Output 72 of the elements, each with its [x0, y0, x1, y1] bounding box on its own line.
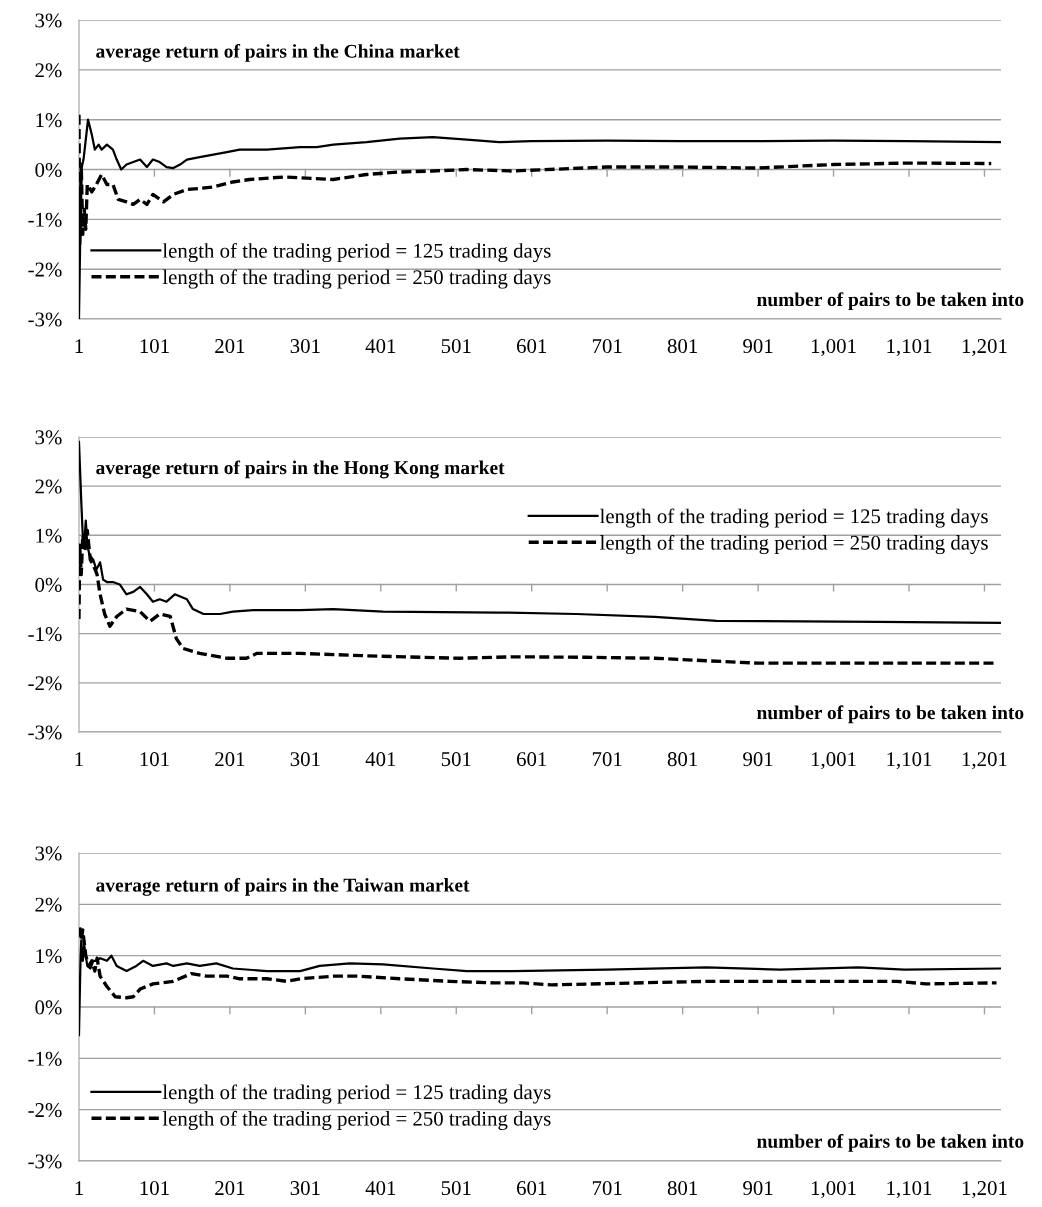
legend-label: length of the trading period = 250 trading days: [599, 534, 988, 555]
y-tick-label: 1%: [36, 528, 62, 543]
x-tick-label: 701: [592, 752, 622, 767]
y-tick-label: -3%: [28, 725, 62, 740]
y-tick-label: 3%: [35, 13, 62, 28]
y-tick-label: -2%: [28, 262, 62, 277]
x-tick-label: 301: [290, 339, 320, 354]
x-tick-label: 401: [365, 752, 396, 767]
x-tick-label: 1,201: [962, 339, 1007, 357]
x-tick-label: 701: [592, 339, 622, 354]
x-tick-label: 1: [75, 1181, 83, 1195]
x-axis-title: number of pairs to be taken into: [757, 1133, 1024, 1152]
legend-label: length of the trading period = 250 trading days: [162, 1110, 551, 1131]
x-tick-label: 201: [215, 1181, 245, 1196]
x-tick-label: 201: [215, 339, 245, 354]
y-tick-label: 1%: [36, 113, 62, 128]
y-tick-label: 2%: [35, 63, 62, 78]
x-tick-label: 1,001: [811, 339, 856, 357]
x-tick-label: 901: [743, 752, 773, 767]
text: average return of pairs in the Hong Kong market: [96, 460, 505, 479]
y-tick-label: -1%: [28, 212, 62, 227]
x-tick-label: 501: [441, 339, 471, 354]
x-tick-label: 601: [516, 752, 547, 767]
x-tick-label: 1,201: [962, 752, 1007, 770]
x-tick-label: 101: [140, 1181, 169, 1196]
y-tick-label: 3%: [35, 430, 62, 445]
x-axis-title: number of pairs to be taken into: [757, 292, 1024, 311]
x-tick-label: 1,101: [887, 1181, 932, 1199]
legend-label: length of the trading period = 125 trading days: [162, 242, 551, 263]
legend-label: length of the trading period = 125 trading days: [599, 508, 988, 528]
legend-label: length of the trading period = 250 trading days: [162, 269, 551, 289]
x-tick-label: 401: [365, 339, 396, 354]
x-tick-label: 601: [516, 1181, 547, 1196]
x-tick-label: 701: [592, 1181, 622, 1196]
y-tick-label: -2%: [28, 1103, 62, 1118]
x-tick-label: 601: [516, 339, 547, 354]
y-tick-label: 0%: [35, 162, 62, 178]
y-tick-label: -3%: [28, 312, 62, 327]
y-tick-label: -2%: [28, 676, 62, 691]
x-axis-title: number of pairs to be taken into: [757, 705, 1024, 724]
x-tick-label: 1,001: [811, 1181, 856, 1199]
y-tick-label: 3%: [35, 846, 62, 861]
y-tick-label: 0%: [35, 577, 62, 592]
x-tick-label: 801: [667, 339, 697, 354]
x-tick-label: 901: [743, 339, 773, 354]
x-tick-label: 1,101: [887, 752, 932, 770]
legend-label: length of the trading period = 125 trading days: [162, 1084, 551, 1104]
x-tick-label: 101: [140, 339, 169, 354]
y-tick-label: 1%: [36, 949, 62, 964]
x-tick-label: 1: [75, 339, 83, 353]
x-tick-label: 101: [140, 752, 169, 767]
x-tick-label: 401: [365, 1181, 396, 1196]
y-tick-label: -1%: [28, 627, 62, 642]
x-tick-label: 1: [75, 752, 83, 766]
y-tick-label: -3%: [28, 1154, 62, 1169]
x-tick-label: 1,101: [887, 339, 932, 357]
x-tick-label: 1,201: [962, 1181, 1007, 1199]
x-tick-label: 901: [743, 1181, 773, 1196]
x-tick-label: 1,001: [811, 752, 856, 770]
text: average return of pairs in the China market: [96, 43, 460, 62]
x-tick-label: 801: [667, 752, 697, 767]
x-tick-label: 801: [667, 1181, 697, 1196]
x-tick-label: 301: [290, 752, 320, 767]
y-tick-label: 2%: [35, 479, 62, 494]
x-tick-label: 301: [290, 1181, 320, 1196]
y-tick-label: 2%: [35, 897, 62, 912]
x-tick-label: 501: [441, 1181, 471, 1196]
text: average return of pairs in the Taiwan market: [96, 877, 470, 896]
y-tick-label: -1%: [28, 1051, 62, 1066]
x-tick-label: 201: [215, 752, 245, 767]
y-tick-label: 0%: [35, 1000, 62, 1015]
x-tick-label: 501: [441, 752, 471, 767]
